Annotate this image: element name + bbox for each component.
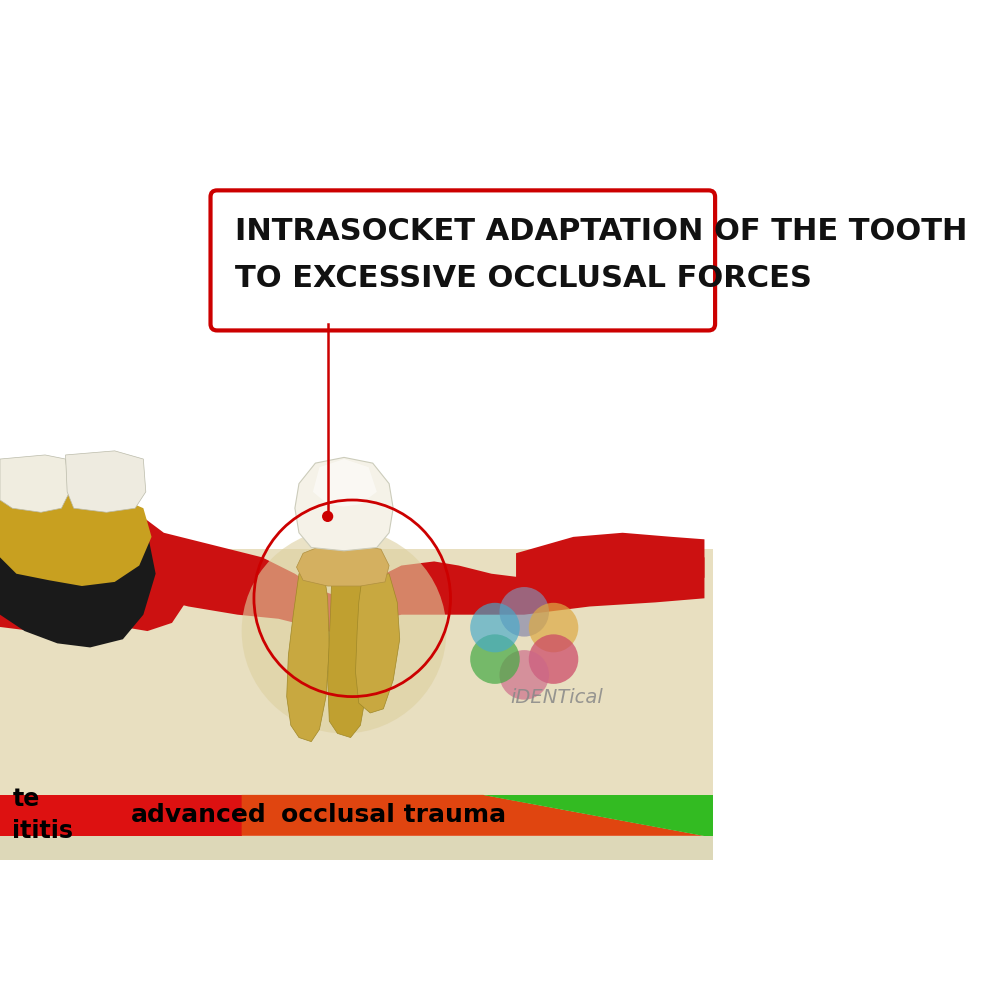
- Polygon shape: [0, 484, 152, 586]
- Polygon shape: [516, 533, 704, 582]
- Polygon shape: [295, 457, 393, 551]
- Circle shape: [499, 650, 549, 700]
- Text: TO EXCESSIVE OCCLUSAL FORCES: TO EXCESSIVE OCCLUSAL FORCES: [235, 264, 812, 293]
- Text: te: te: [12, 787, 40, 811]
- Polygon shape: [483, 795, 713, 836]
- Polygon shape: [164, 533, 704, 635]
- Polygon shape: [66, 451, 146, 512]
- Polygon shape: [297, 545, 389, 586]
- Circle shape: [470, 603, 520, 652]
- Circle shape: [529, 634, 578, 684]
- Circle shape: [470, 634, 520, 684]
- Text: ititis: ititis: [12, 819, 73, 843]
- Polygon shape: [0, 455, 70, 512]
- Circle shape: [242, 529, 446, 733]
- Polygon shape: [313, 459, 377, 507]
- Polygon shape: [328, 570, 370, 738]
- Polygon shape: [356, 574, 400, 713]
- Polygon shape: [0, 836, 713, 860]
- Polygon shape: [704, 795, 713, 836]
- Text: occlusal trauma: occlusal trauma: [281, 803, 506, 827]
- Text: INTRASOCKET ADAPTATION OF THE TOOTH: INTRASOCKET ADAPTATION OF THE TOOTH: [235, 217, 967, 246]
- Circle shape: [499, 587, 549, 637]
- Polygon shape: [0, 549, 713, 803]
- Polygon shape: [242, 795, 704, 836]
- FancyBboxPatch shape: [211, 190, 715, 330]
- Polygon shape: [0, 492, 188, 631]
- Circle shape: [529, 603, 578, 652]
- Polygon shape: [0, 795, 242, 836]
- Polygon shape: [0, 496, 156, 647]
- Polygon shape: [287, 570, 329, 742]
- Text: advanced: advanced: [131, 803, 267, 827]
- Text: iDENTical: iDENTical: [511, 688, 603, 707]
- Circle shape: [323, 511, 333, 521]
